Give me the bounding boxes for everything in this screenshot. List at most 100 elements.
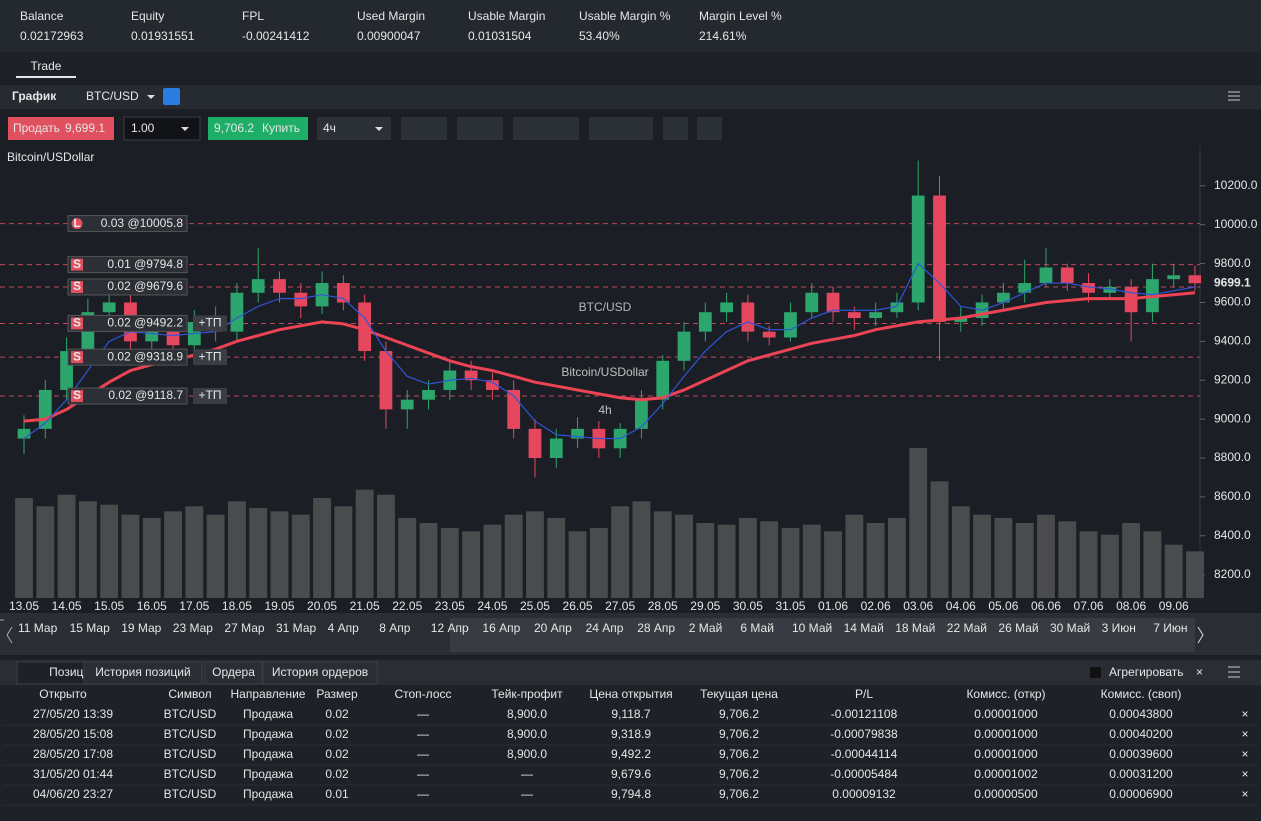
column-header[interactable]: Стоп-лосс [394, 687, 451, 701]
close-position[interactable]: × [1241, 727, 1248, 741]
tool-button[interactable] [513, 117, 579, 140]
column-header[interactable]: Символ [168, 687, 211, 701]
close-position[interactable]: × [1241, 747, 1248, 761]
candle-body [549, 438, 563, 459]
volume-bar [909, 448, 928, 598]
tp-button[interactable] [193, 315, 227, 332]
account-label: Usable Margin [468, 9, 545, 23]
cell: — [417, 727, 429, 741]
volume-bar [1164, 544, 1183, 598]
order-label-box[interactable] [67, 314, 188, 332]
buy-button[interactable] [208, 117, 308, 140]
amount-input[interactable] [123, 116, 201, 141]
navigator-label: 19 Мар [121, 621, 161, 635]
candle-body [400, 399, 414, 410]
cell: -0.00005484 [830, 767, 898, 781]
cell: 9,706.2 [719, 707, 759, 721]
tool-button[interactable] [697, 117, 722, 140]
symbol-select[interactable]: BTC/USD [86, 89, 139, 103]
positions-tab[interactable] [83, 661, 203, 685]
close-position[interactable]: × [1241, 787, 1248, 801]
interval-select[interactable] [317, 117, 391, 140]
x-tick-label: 14.05 [52, 599, 82, 613]
order-label: 0.01 @9794.8 [107, 257, 183, 271]
close-position[interactable]: × [1241, 707, 1248, 721]
cell: 9,679.6 [611, 767, 651, 781]
volume-bar [696, 523, 715, 598]
moving-average [23, 291, 1196, 423]
order-side: S [73, 388, 81, 402]
order-label-box[interactable] [67, 348, 188, 366]
column-header[interactable]: Тейк-профит [491, 687, 563, 701]
order-label-box[interactable] [67, 215, 188, 233]
candle-body [890, 302, 904, 313]
order-label-box[interactable] [67, 256, 188, 274]
account-label: Balance [20, 9, 64, 23]
candle-body [1018, 283, 1032, 293]
navigator-label: 24 Апр [586, 621, 624, 635]
nav-left-arrow[interactable] [0, 619, 13, 644]
tp-button[interactable] [193, 349, 227, 366]
volume-bar [951, 506, 970, 598]
column-header[interactable]: Направление [231, 687, 306, 701]
candle-body [954, 318, 968, 322]
volume-bar [973, 514, 992, 598]
cell: Продажа [243, 747, 293, 761]
nav-right-arrow[interactable] [1197, 626, 1204, 644]
cell: 9,706.2 [719, 747, 759, 761]
compare-button[interactable] [163, 88, 180, 105]
column-header[interactable]: Цена открытия [589, 687, 672, 701]
volume-bar [568, 531, 587, 598]
cell: — [521, 767, 533, 781]
column-header[interactable]: Комисс. (своп) [1101, 687, 1182, 701]
volume-bar [802, 524, 821, 598]
column-header[interactable]: Открыто [39, 687, 87, 701]
tool-button[interactable] [589, 117, 653, 140]
positions-tab[interactable] [262, 661, 378, 685]
menu-icon[interactable] [1228, 666, 1240, 678]
navigator-label: 16 Апр [482, 621, 520, 635]
navigator-label: 8 Апр [379, 621, 411, 635]
volume-bar [1186, 551, 1204, 598]
tool-button[interactable] [663, 117, 688, 140]
column-header[interactable]: Комисс. (откр) [966, 687, 1045, 701]
cell: — [417, 767, 429, 781]
column-header[interactable]: P/L [855, 687, 873, 701]
navigator-window[interactable] [450, 618, 1195, 652]
volume-bar [887, 518, 906, 598]
navigator-label: 4 Апр [328, 621, 360, 635]
account-label: Equity [131, 9, 164, 23]
volume-bar [334, 506, 353, 598]
tool-button[interactable] [401, 117, 447, 140]
sell-button[interactable] [8, 117, 114, 140]
x-tick-label: 21.05 [350, 599, 380, 613]
tp-label: +ТП [199, 349, 222, 363]
cell: BTC/USD [164, 747, 217, 761]
candle-body [336, 283, 350, 303]
menu-icon[interactable] [1228, 91, 1240, 101]
y-tick-label: 9800.0 [1214, 256, 1251, 270]
tp-button[interactable] [193, 388, 227, 405]
candle-body [230, 292, 244, 332]
y-tick-label: 9600.0 [1214, 295, 1251, 309]
navigator-label: 31 Мар [276, 621, 316, 635]
volume-bar [291, 514, 310, 598]
tool-button[interactable] [457, 117, 503, 140]
y-tick-label: 9400.0 [1214, 334, 1251, 348]
volume-bar [760, 521, 779, 598]
navigator-label: 15 Мар [70, 621, 110, 635]
positions-tab[interactable] [204, 661, 263, 685]
column-header[interactable]: Текущая цена [700, 687, 778, 701]
x-tick-label: 16.05 [137, 599, 167, 613]
volume-bar [1100, 534, 1119, 598]
close-position[interactable]: × [1241, 767, 1248, 781]
nav-tab[interactable]: Trade [31, 59, 62, 73]
aggregate-checkbox[interactable] [1090, 667, 1101, 678]
order-label-box[interactable] [67, 387, 188, 405]
order-label-box[interactable] [67, 278, 188, 296]
cell: Продажа [243, 787, 293, 801]
cell: — [417, 707, 429, 721]
column-header[interactable]: Размер [316, 687, 358, 701]
cell: 0.00043800 [1109, 707, 1173, 721]
